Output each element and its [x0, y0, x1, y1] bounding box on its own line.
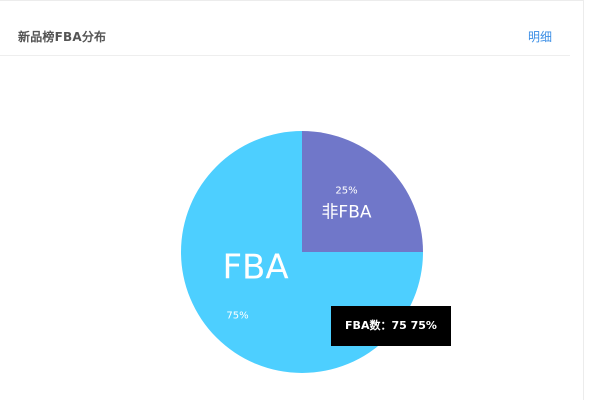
- slice-percent-fba: 75%: [226, 310, 248, 321]
- pie-chart-area: 非FBA 25% FBA 75%: [0, 56, 584, 401]
- pie-slice-non-fba[interactable]: [302, 131, 423, 252]
- slice-label-non-fba: 非FBA: [321, 203, 371, 223]
- chart-tooltip: FBA数：75 75%: [331, 306, 451, 346]
- panel-title: 新品榜FBA分布: [18, 30, 107, 44]
- panel-header: 新品榜FBA分布 明细: [0, 1, 570, 56]
- fba-pie-chart: 非FBA 25% FBA 75%: [181, 131, 423, 373]
- fba-distribution-panel: 新品榜FBA分布 明细 非FBA 25% FBA 75%: [0, 0, 584, 400]
- slice-percent-non-fba: 25%: [335, 186, 357, 197]
- detail-link[interactable]: 明细: [528, 30, 553, 44]
- slice-label-fba: FBA: [222, 247, 288, 287]
